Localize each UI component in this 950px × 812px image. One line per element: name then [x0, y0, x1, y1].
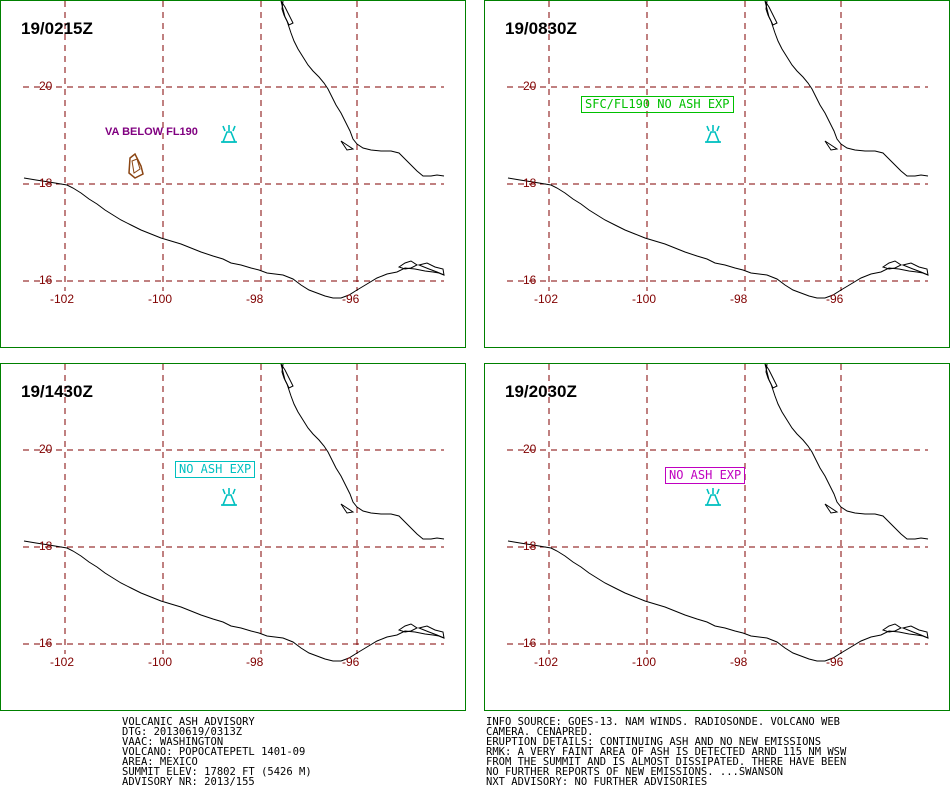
advisory-line: ADVISORY NR: 2013/155: [122, 776, 255, 788]
ash-cloud-area: [128, 152, 144, 179]
ash-forecast-annotation: NO ASH EXP: [175, 461, 256, 478]
map-canvas: [23, 1, 445, 299]
gulf-coastline: [281, 364, 445, 540]
pacific-coastline: [397, 260, 445, 276]
latitude-label: 16: [39, 636, 53, 650]
longitude-label: -98: [730, 292, 748, 306]
advisory-line: SUMMIT ELEV: 17802 FT (5426 M): [122, 766, 312, 778]
advisory-line: ERUPTION DETAILS: CONTINUING ASH AND NO …: [486, 736, 822, 748]
volcano-icon: [705, 488, 721, 506]
panel-valid-time: 19/0215Z: [21, 19, 93, 38]
latitude-label: 20: [39, 79, 53, 93]
longitude-label: -96: [342, 292, 360, 306]
longitude-label: -100: [632, 292, 657, 306]
longitude-label: -102: [534, 292, 559, 306]
pacific-coastline: [397, 623, 445, 639]
map-canvas: [507, 364, 929, 662]
lat-lon-grid: [23, 364, 444, 654]
advisory-header-block: VOLCANIC ASH ADVISORY DTG: 20130619/0313Z…: [122, 716, 312, 788]
forecast-panel-3: 19/1430Z 16 18 20 -102 -100 -98 -96 NO ASH EXP: [0, 363, 466, 711]
latitude-label: 20: [39, 442, 53, 456]
gulf-coastline: [765, 364, 929, 540]
pacific-coastline: [23, 540, 445, 662]
advisory-line: VOLCANIC ASH ADVISORY: [122, 716, 255, 728]
pacific-coastline: [881, 260, 929, 276]
forecast-panel-4: 19/2030Z 16 18 20 -102 -100 -98 -96 NO ASH EXP: [484, 363, 950, 711]
lat-lon-grid: [507, 364, 928, 654]
advisory-line: NO FURTHER REPORTS OF NEW EMISSIONS. ...…: [486, 766, 784, 778]
longitude-label: -102: [50, 655, 75, 669]
longitude-label: -100: [148, 655, 173, 669]
advisory-line: FROM THE SUMMIT AND IS ALMOST DISSIPATED…: [486, 756, 847, 768]
panel-valid-time: 19/2030Z: [505, 382, 577, 401]
advisory-line: AREA: MEXICO: [122, 756, 198, 768]
gulf-coastline: [280, 1, 355, 151]
longitude-label: -96: [342, 655, 360, 669]
pacific-coastline: [881, 623, 929, 639]
latitude-label: 20: [523, 442, 537, 456]
longitude-label: -100: [632, 655, 657, 669]
ash-forecast-annotation: VA BELOW FL190: [105, 126, 198, 138]
map-canvas: [507, 1, 929, 299]
ash-forecast-annotation: NO ASH EXP: [665, 467, 746, 484]
latitude-label: 18: [39, 539, 53, 553]
longitude-label: -100: [148, 292, 173, 306]
advisory-details-block: INFO SOURCE: GOES-13. NAM WINDS. RADIOSO…: [486, 716, 847, 788]
pacific-coastline: [23, 177, 445, 299]
longitude-label: -98: [246, 292, 264, 306]
longitude-label: -102: [50, 292, 75, 306]
advisory-line: CAMERA. CENAPRED.: [486, 726, 594, 738]
forecast-panel-1: 19/0215Z 16 18 20 -102 -100 -98 -96 VA BELOW FL1…: [0, 0, 466, 348]
lat-lon-grid: [23, 1, 444, 291]
gulf-coastline: [281, 1, 445, 177]
advisory-line: VOLCANO: POPOCATEPETL 1401-09: [122, 746, 306, 758]
longitude-label: -102: [534, 655, 559, 669]
latitude-label: 16: [523, 636, 537, 650]
latitude-label: 16: [39, 273, 53, 287]
map-canvas: [23, 364, 445, 662]
latitude-label: 18: [523, 539, 537, 553]
volcano-icon: [705, 125, 721, 143]
advisory-line: RMK: A VERY FAINT AREA OF ASH IS DETECTE…: [486, 746, 847, 758]
latitude-label: 18: [523, 176, 537, 190]
longitude-label: -98: [246, 655, 264, 669]
panel-valid-time: 19/0830Z: [505, 19, 577, 38]
gulf-coastline: [765, 1, 929, 177]
lat-lon-grid: [507, 1, 928, 291]
forecast-panel-2: 19/0830Z 16 18 20 -102 -100 -98 -96 SFC/FL190 NO…: [484, 0, 950, 348]
longitude-label: -98: [730, 655, 748, 669]
volcano-icon: [221, 488, 237, 506]
latitude-label: 18: [39, 176, 53, 190]
latitude-label: 16: [523, 273, 537, 287]
advisory-line: NXT ADVISORY: NO FURTHER ADVISORIES: [486, 776, 708, 788]
latitude-label: 20: [523, 79, 537, 93]
longitude-label: -96: [826, 655, 844, 669]
panel-valid-time: 19/1430Z: [21, 382, 93, 401]
gulf-coastline: [764, 1, 839, 151]
gulf-coastline: [280, 364, 355, 514]
pacific-coastline: [507, 177, 929, 299]
ash-forecast-annotation: SFC/FL190 NO ASH EXP: [581, 96, 734, 113]
gulf-coastline: [764, 364, 839, 514]
pacific-coastline: [507, 540, 929, 662]
volcano-icon: [221, 125, 237, 143]
longitude-label: -96: [826, 292, 844, 306]
advisory-line: INFO SOURCE: GOES-13. NAM WINDS. RADIOSO…: [486, 716, 841, 728]
advisory-line: VAAC: WASHINGTON: [122, 736, 224, 748]
advisory-line: DTG: 20130619/0313Z: [122, 726, 243, 738]
